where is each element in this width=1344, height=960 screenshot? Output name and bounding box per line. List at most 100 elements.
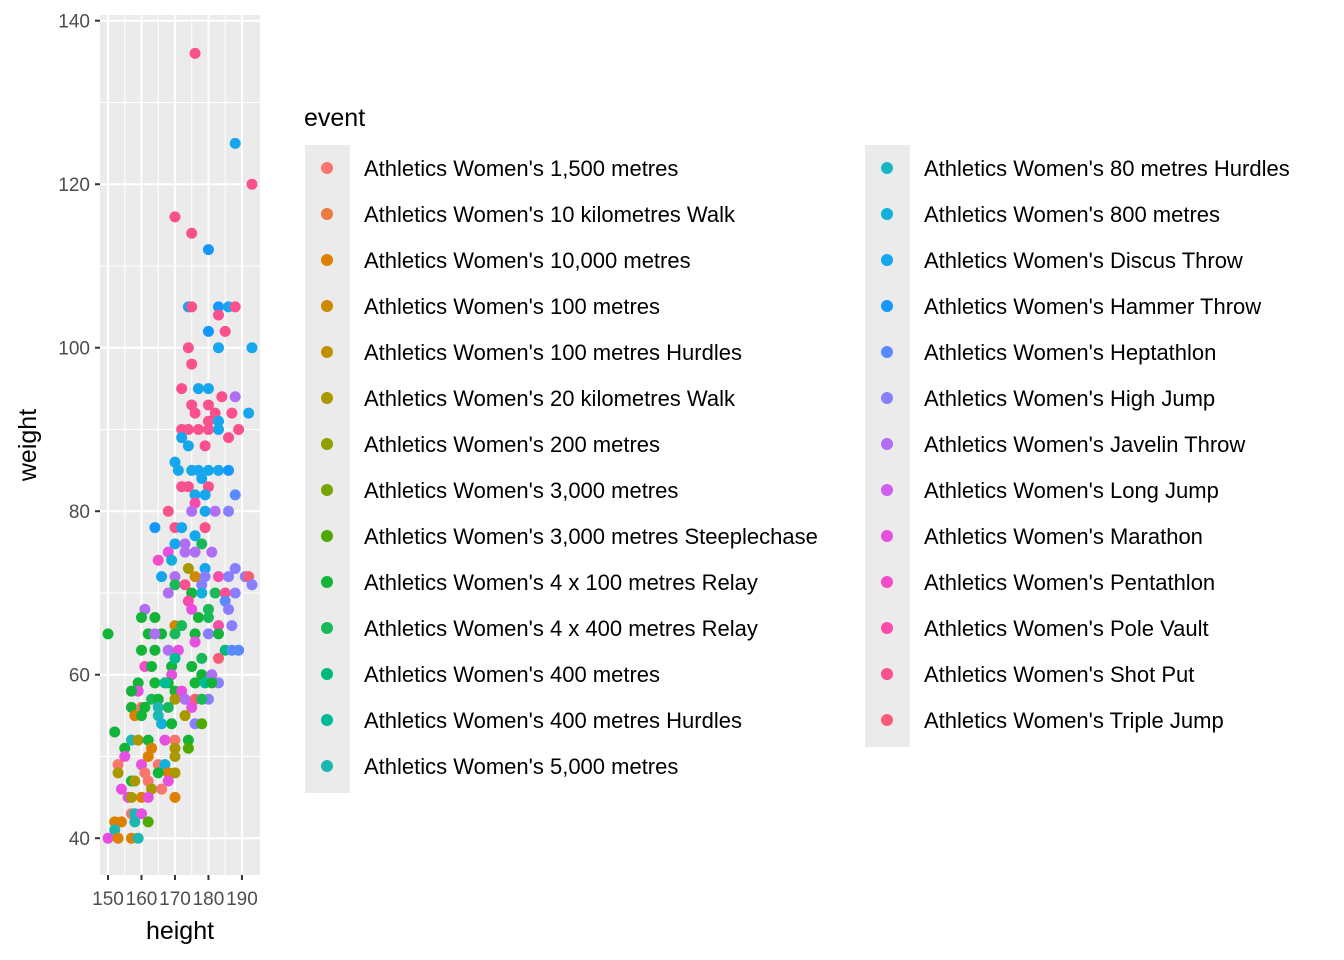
data-point [246,342,258,354]
data-point [206,669,218,681]
y-tick-label: 100 [58,339,90,360]
legend-key [881,162,893,174]
x-tick-label: 180 [193,889,225,910]
data-point [102,832,114,844]
data-point [189,546,201,558]
data-point [136,710,148,722]
legend-title: event [304,104,365,132]
data-point [202,423,214,435]
legend-key [881,622,893,634]
legend-key [321,576,333,588]
data-point [162,775,174,787]
data-point [109,726,121,738]
data-point [125,791,137,803]
data-point [243,407,255,419]
legend-key [881,576,893,588]
legend-key [881,714,893,726]
data-point [196,587,208,599]
legend-entry-label: Athletics Women's High Jump [924,386,1215,411]
data-point [206,546,218,558]
data-point [209,587,221,599]
legend-key [881,438,893,450]
data-point [162,587,174,599]
legend-key [881,392,893,404]
data-point [142,750,154,762]
data-point [149,522,161,534]
legend: event Athletics Women's 1,500 metres Athl… [304,104,1290,793]
data-point [179,546,191,558]
y-tick-label: 40 [69,829,90,850]
data-point [169,767,181,779]
data-point [223,432,235,444]
data-point [149,628,161,640]
legend-entry-label: Athletics Women's 100 metres Hurdles [364,340,742,365]
data-point [176,522,188,534]
data-point [152,767,164,779]
data-point [192,611,204,623]
data-point [212,415,224,427]
y-tick-label: 60 [69,666,90,687]
data-point [136,611,148,623]
data-point [186,661,198,673]
legend-entry-label: Athletics Women's Pole Vault [924,616,1209,641]
data-point [149,644,161,656]
data-point [212,301,224,313]
data-point [212,423,224,435]
legend-key [321,622,333,634]
data-point [202,244,214,256]
data-point [186,227,198,239]
data-point [202,464,214,476]
data-point [169,693,181,705]
data-point [102,628,114,640]
legend-key [321,714,333,726]
legend-entry-label: Athletics Women's 400 metres Hurdles [364,708,742,733]
data-point [169,538,181,550]
data-point [182,562,194,574]
data-point [229,137,241,149]
y-tick-label: 120 [58,175,90,196]
data-point [189,571,201,583]
data-point [169,652,181,664]
data-point [202,415,214,427]
data-point [212,620,224,632]
data-point [169,628,181,640]
data-point [125,685,137,697]
data-point [169,742,181,754]
data-points [102,47,258,844]
data-point [152,693,164,705]
legend-entry-label: Athletics Women's Heptathlon [924,340,1216,365]
legend-key [321,392,333,404]
data-point [202,399,214,411]
data-point [149,677,161,689]
data-point [169,211,181,223]
legend-key [321,346,333,358]
data-point [196,538,208,550]
data-point [206,677,218,689]
y-axis-title: weight [14,409,42,482]
data-point [132,677,144,689]
data-point [189,407,201,419]
data-point [162,701,174,713]
data-point [223,571,235,583]
data-point [192,383,204,395]
x-tick-label: 150 [92,889,124,910]
data-point [182,481,194,493]
data-point [233,644,245,656]
legend-entry-label: Athletics Women's Hammer Throw [924,294,1261,319]
legend-entry-label: Athletics Women's 1,500 metres [364,156,678,181]
data-point [152,554,164,566]
data-point [152,701,164,713]
data-point [179,538,191,550]
data-point [142,816,154,828]
legend-entry-label: Athletics Women's 5,000 metres [364,754,678,779]
data-point [226,407,238,419]
data-point [196,652,208,664]
legend-key [321,484,333,496]
x-tick-label: 190 [226,889,258,910]
data-point [149,611,161,623]
data-point [189,677,201,689]
data-point [112,767,124,779]
data-point [119,750,131,762]
data-point [196,693,208,705]
data-point [229,391,241,403]
